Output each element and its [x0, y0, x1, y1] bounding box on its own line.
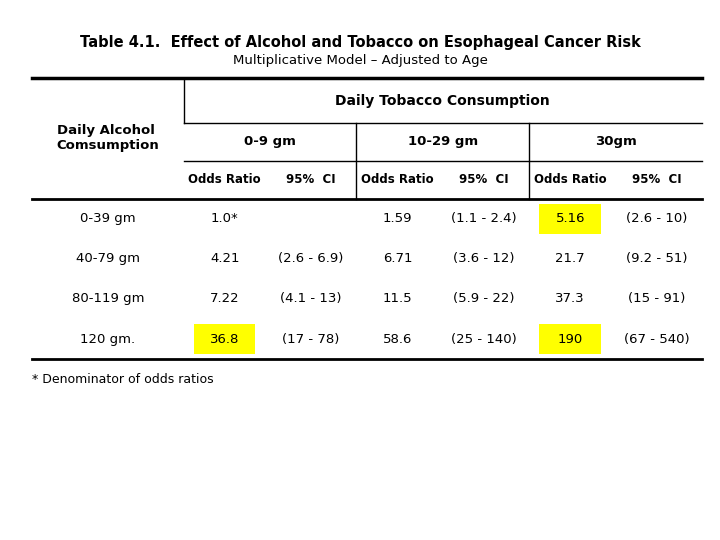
Text: 6.71: 6.71 — [383, 252, 412, 265]
Text: * Denominator of odds ratios: * Denominator of odds ratios — [32, 373, 214, 386]
Text: Multiplicative Model – Adjusted to Age: Multiplicative Model – Adjusted to Age — [233, 54, 487, 67]
Text: (1.1 - 2.4): (1.1 - 2.4) — [451, 212, 517, 225]
Text: (2.6 - 10): (2.6 - 10) — [626, 212, 688, 225]
Text: (17 - 78): (17 - 78) — [282, 333, 340, 346]
Text: Odds Ratio: Odds Ratio — [189, 173, 261, 186]
Text: 190: 190 — [557, 333, 583, 346]
Text: 7.22: 7.22 — [210, 293, 240, 306]
Text: 1.0*: 1.0* — [211, 212, 238, 225]
Text: Daily Alcohol
Comsumption: Daily Alcohol Comsumption — [57, 125, 159, 152]
Text: 120 gm.: 120 gm. — [81, 333, 135, 346]
Text: Odds Ratio: Odds Ratio — [361, 173, 433, 186]
Text: 1.59: 1.59 — [383, 212, 412, 225]
Text: (5.9 - 22): (5.9 - 22) — [453, 293, 515, 306]
Text: 95%  CI: 95% CI — [632, 173, 681, 186]
Text: (25 - 140): (25 - 140) — [451, 333, 517, 346]
Text: (67 - 540): (67 - 540) — [624, 333, 690, 346]
Text: 10-29 gm: 10-29 gm — [408, 136, 478, 148]
Text: (15 - 91): (15 - 91) — [628, 293, 685, 306]
Text: Daily Tobacco Consumption: Daily Tobacco Consumption — [336, 93, 550, 107]
Text: (9.2 - 51): (9.2 - 51) — [626, 252, 688, 265]
Text: (2.6 - 6.9): (2.6 - 6.9) — [279, 252, 343, 265]
Text: 11.5: 11.5 — [382, 293, 413, 306]
Text: 58.6: 58.6 — [383, 333, 412, 346]
Text: 40-79 gm: 40-79 gm — [76, 252, 140, 265]
Text: 0-39 gm: 0-39 gm — [80, 212, 136, 225]
Text: 4.21: 4.21 — [210, 252, 239, 265]
Text: 95%  CI: 95% CI — [287, 173, 336, 186]
Text: 21.7: 21.7 — [555, 252, 585, 265]
Text: 5.16: 5.16 — [556, 212, 585, 225]
Text: 30gm: 30gm — [595, 136, 636, 148]
Text: 80-119 gm: 80-119 gm — [72, 293, 144, 306]
Text: 95%  CI: 95% CI — [459, 173, 508, 186]
Text: (4.1 - 13): (4.1 - 13) — [280, 293, 342, 306]
Text: Odds Ratio: Odds Ratio — [534, 173, 606, 186]
Text: 37.3: 37.3 — [555, 293, 585, 306]
Text: Table 4.1.  Effect of Alcohol and Tobacco on Esophageal Cancer Risk: Table 4.1. Effect of Alcohol and Tobacco… — [80, 35, 640, 50]
Text: 0-9 gm: 0-9 gm — [244, 136, 296, 148]
Text: (3.6 - 12): (3.6 - 12) — [453, 252, 515, 265]
Text: 36.8: 36.8 — [210, 333, 239, 346]
